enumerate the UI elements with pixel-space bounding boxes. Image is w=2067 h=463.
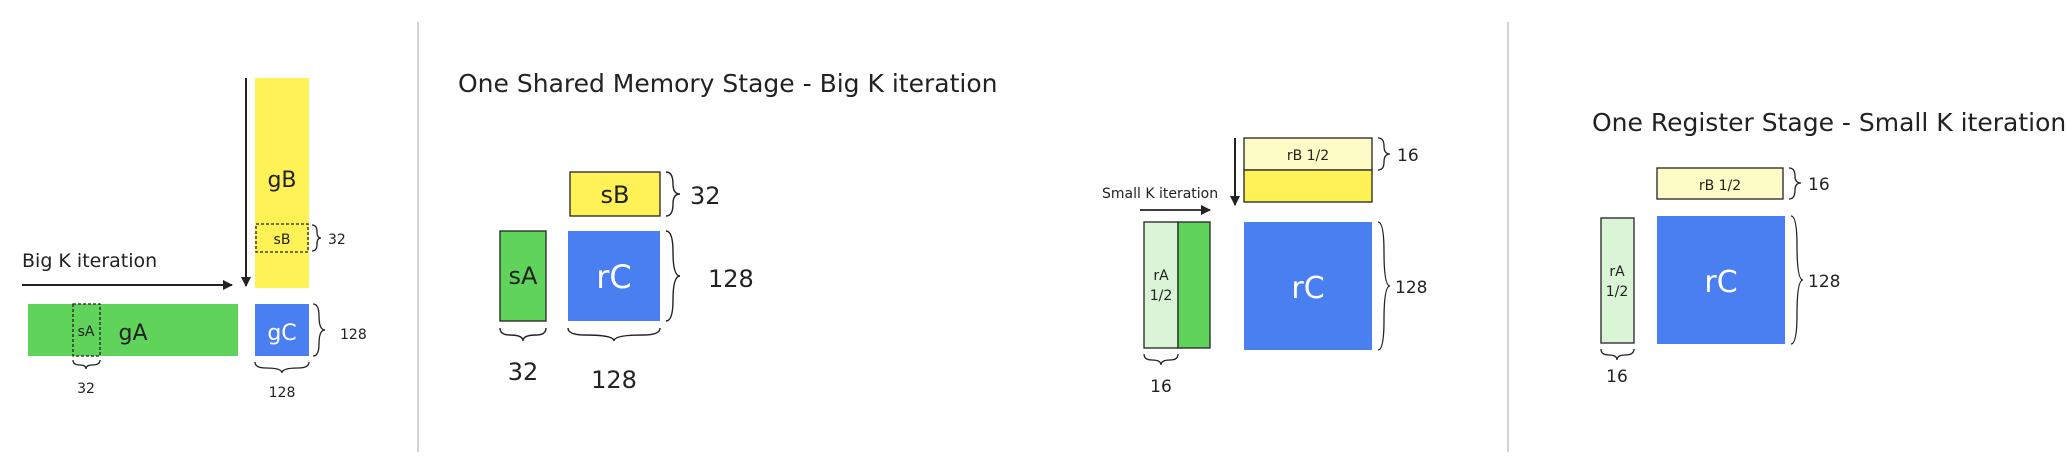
rB-brace [1377,137,1391,171]
rC-height-dim: 128 [1395,278,1427,298]
rB-half-block [1243,137,1373,171]
rA-label-line1: rA [1153,268,1169,284]
shared-stage-title: One Shared Memory Stage - Big K iteratio… [458,69,997,98]
gC-block [255,304,309,356]
gC-height-brace [312,303,326,357]
big-k-arrow-label: Big K iteration [22,250,157,272]
sB-dim: 32 [690,182,721,210]
sB-label: sB [274,232,291,248]
rA-label-line1: rA [1609,264,1625,280]
sA-label: sA [509,262,539,290]
panel-register-stage: One Register Stage - Small K iteration r… [1592,108,2066,387]
rC-label: rC [1291,271,1324,306]
rC-block [1657,216,1785,344]
sA-tile [72,303,101,357]
rC-height-brace [1790,215,1804,345]
rC-label: rC [1704,265,1737,300]
rB-half-block [1656,167,1784,200]
rB-dim: 16 [1808,175,1830,195]
rA-label-line2: 1/2 [1150,288,1173,304]
gC-label: gC [267,321,296,346]
gC-width-brace [254,361,310,374]
gB-block [255,78,309,288]
sA-label: sA [78,324,95,340]
sB-brace [311,224,322,252]
rB-dim: 16 [1397,146,1419,166]
sB-dim: 32 [328,232,346,248]
rB-label: rB 1/2 [1287,148,1329,164]
sB-brace [665,171,681,217]
rC-width-brace [567,327,661,342]
sB-tile [255,223,309,253]
rC-height-brace [1377,221,1391,351]
gC-width-dim: 128 [269,385,296,401]
rA-label-line2: 1/2 [1606,284,1629,300]
sA-brace [499,327,547,342]
sA-dim: 32 [508,358,539,386]
register-stage-title: One Register Stage - Small K iteration [1592,108,2066,137]
gC-height-dim: 128 [340,327,367,343]
panel-shared-memory-stage: One Shared Memory Stage - Big K iteratio… [458,69,997,394]
rA-half-block [1143,221,1179,349]
rC-block [568,231,660,321]
small-k-arrow-label: Small K iteration [1102,186,1218,202]
rA-half-block [1600,217,1635,344]
panel-global-memory: gB sB 32 Big K iteration sA gA 32 gC 128… [22,78,367,401]
rC-height-brace [665,230,681,322]
rC-label: rC [596,258,632,296]
sA-block [499,230,547,322]
rA-dim: 16 [1150,377,1172,397]
gB-label: gB [267,168,296,193]
sA-remaining-block [1177,221,1211,349]
rB-brace [1788,167,1802,200]
rC-height-dim: 128 [1808,272,1840,292]
sB-label: sB [601,181,630,209]
gA-label: gA [118,321,147,346]
rC-block [1244,222,1372,350]
rA-brace [1600,348,1635,361]
gA-block [28,304,238,356]
rA-dim: 16 [1606,367,1628,387]
sA-brace [72,359,101,370]
rC-height-dim: 128 [708,265,754,293]
sA-dim: 32 [77,381,95,397]
sB-block [569,171,661,217]
rB-label: rB 1/2 [1699,178,1741,194]
sB-remaining-block [1243,169,1373,203]
panel-register-iteration: rB 1/2 16 Small K iteration rA 1/2 16 rC… [1102,137,1427,397]
rA-brace [1143,353,1179,366]
rC-width-dim: 128 [591,366,637,394]
